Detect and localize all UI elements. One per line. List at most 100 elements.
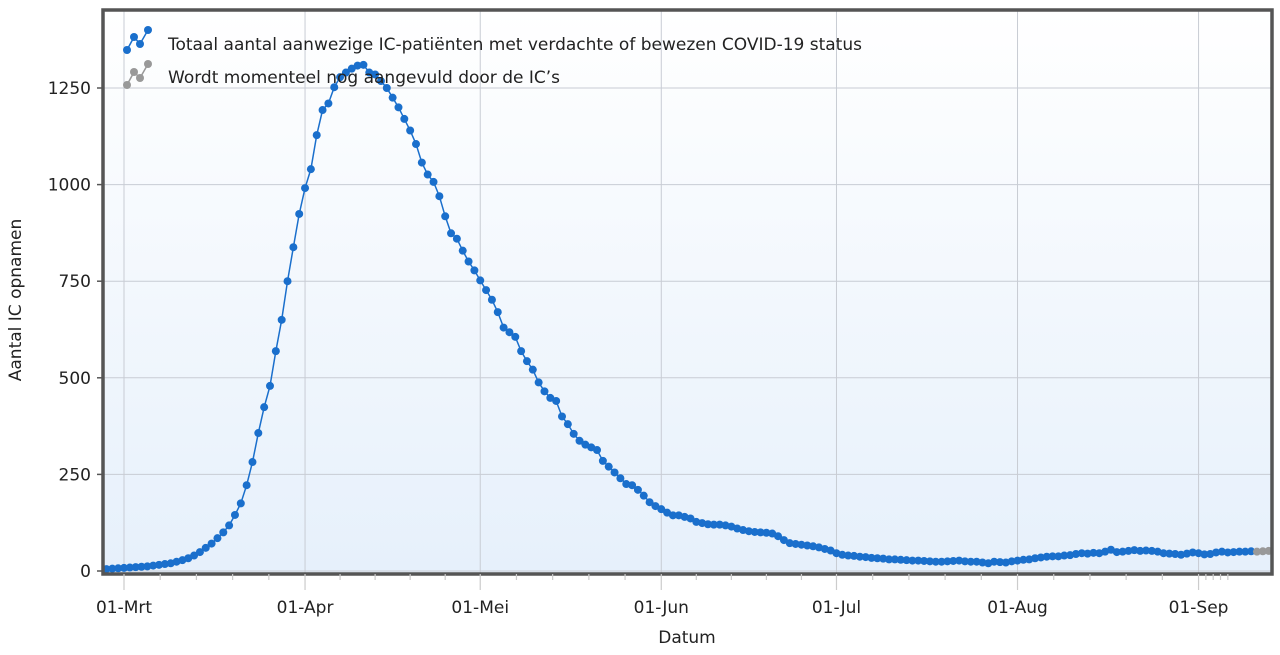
data-point	[1118, 547, 1127, 556]
data-point	[616, 474, 625, 483]
legend-marker-gray	[123, 60, 152, 89]
data-point	[330, 83, 339, 92]
data-point	[1159, 549, 1168, 558]
data-point	[785, 539, 794, 548]
data-point	[522, 357, 531, 366]
data-point	[756, 528, 765, 537]
data-point	[996, 558, 1004, 567]
data-point	[966, 557, 975, 566]
data-point	[435, 192, 444, 201]
data-point	[499, 323, 508, 332]
data-point	[207, 539, 216, 548]
data-point	[1077, 549, 1086, 558]
data-point	[925, 557, 934, 566]
y-tick-label: 1000	[48, 176, 91, 196]
plot-frame	[101, 8, 1274, 576]
data-point	[540, 387, 549, 396]
legend-item-pending: Wordt momenteel nog aangevuld door de IC…	[123, 60, 560, 89]
data-point	[1165, 549, 1174, 558]
x-tick-label: 01-Mrt	[96, 598, 152, 618]
data-point	[195, 548, 204, 557]
data-point	[1223, 548, 1232, 557]
data-point	[1089, 548, 1098, 557]
data-point	[1136, 546, 1145, 555]
data-point	[137, 562, 146, 571]
data-point	[1142, 546, 1150, 555]
data-point	[120, 563, 128, 572]
data-point	[1019, 555, 1028, 564]
x-tick-label: 01-Aug	[987, 598, 1048, 618]
data-point	[528, 365, 537, 374]
data-point	[1235, 547, 1244, 556]
legend-label-pending: Wordt momenteel nog aangevuld door de IC…	[168, 68, 560, 88]
data-point	[277, 315, 286, 324]
data-point	[125, 563, 134, 572]
data-point	[850, 551, 858, 560]
data-point	[371, 70, 380, 79]
data-point	[1071, 549, 1080, 558]
data-point	[1013, 556, 1022, 565]
data-point	[236, 499, 245, 508]
data-point	[908, 556, 917, 565]
data-point	[1124, 546, 1133, 555]
data-point	[1048, 552, 1057, 561]
data-point	[1036, 553, 1045, 562]
data-point	[318, 106, 327, 115]
data-point	[896, 555, 905, 564]
data-point	[686, 514, 695, 523]
data-point	[423, 170, 432, 179]
data-point	[149, 561, 158, 570]
data-point	[382, 84, 391, 92]
data-point	[709, 520, 718, 529]
data-point	[937, 557, 946, 566]
x-tick-label: 01-Mei	[451, 598, 509, 618]
x-axis-label: Datum	[658, 628, 716, 648]
data-point	[931, 557, 940, 566]
data-point	[803, 541, 812, 550]
data-point	[1217, 547, 1226, 556]
data-point	[885, 555, 894, 564]
data-point	[1188, 548, 1197, 557]
data-point	[429, 177, 438, 186]
data-point	[633, 485, 642, 494]
data-point	[628, 481, 637, 490]
data-point	[108, 564, 117, 573]
data-point	[376, 77, 385, 86]
data-point	[312, 131, 321, 140]
data-point	[744, 527, 753, 536]
data-point	[493, 308, 502, 317]
data-point	[867, 553, 876, 562]
data-point	[447, 229, 456, 238]
data-point	[645, 498, 654, 507]
data-point	[861, 553, 870, 562]
data-point	[1112, 548, 1121, 557]
data-point	[797, 540, 806, 549]
legend-label-total: Totaal aantal aanwezige IC-patiënten met…	[167, 35, 862, 55]
data-point	[920, 556, 929, 565]
data-point	[943, 557, 952, 566]
data-point	[505, 328, 514, 337]
y-tick-label: 250	[59, 465, 91, 485]
data-point	[914, 556, 923, 565]
data-point	[1130, 546, 1139, 555]
data-point	[301, 184, 310, 193]
data-point	[639, 491, 648, 500]
data-point	[1252, 547, 1261, 556]
data-point	[464, 257, 473, 266]
data-point	[511, 332, 520, 341]
data-point	[598, 456, 607, 465]
data-point	[1247, 547, 1256, 556]
data-point	[990, 557, 999, 566]
data-point	[295, 209, 304, 218]
data-point	[260, 403, 269, 412]
x-tick-label: 01-Jul	[812, 598, 861, 618]
data-point	[306, 165, 315, 174]
data-point	[844, 551, 853, 560]
y-axis-label: Aantal IC opnamen	[6, 219, 26, 382]
data-point	[558, 412, 566, 421]
data-point	[341, 68, 350, 77]
data-point	[657, 505, 666, 514]
data-point	[1042, 552, 1051, 561]
data-point	[890, 555, 899, 564]
data-point	[242, 481, 251, 490]
